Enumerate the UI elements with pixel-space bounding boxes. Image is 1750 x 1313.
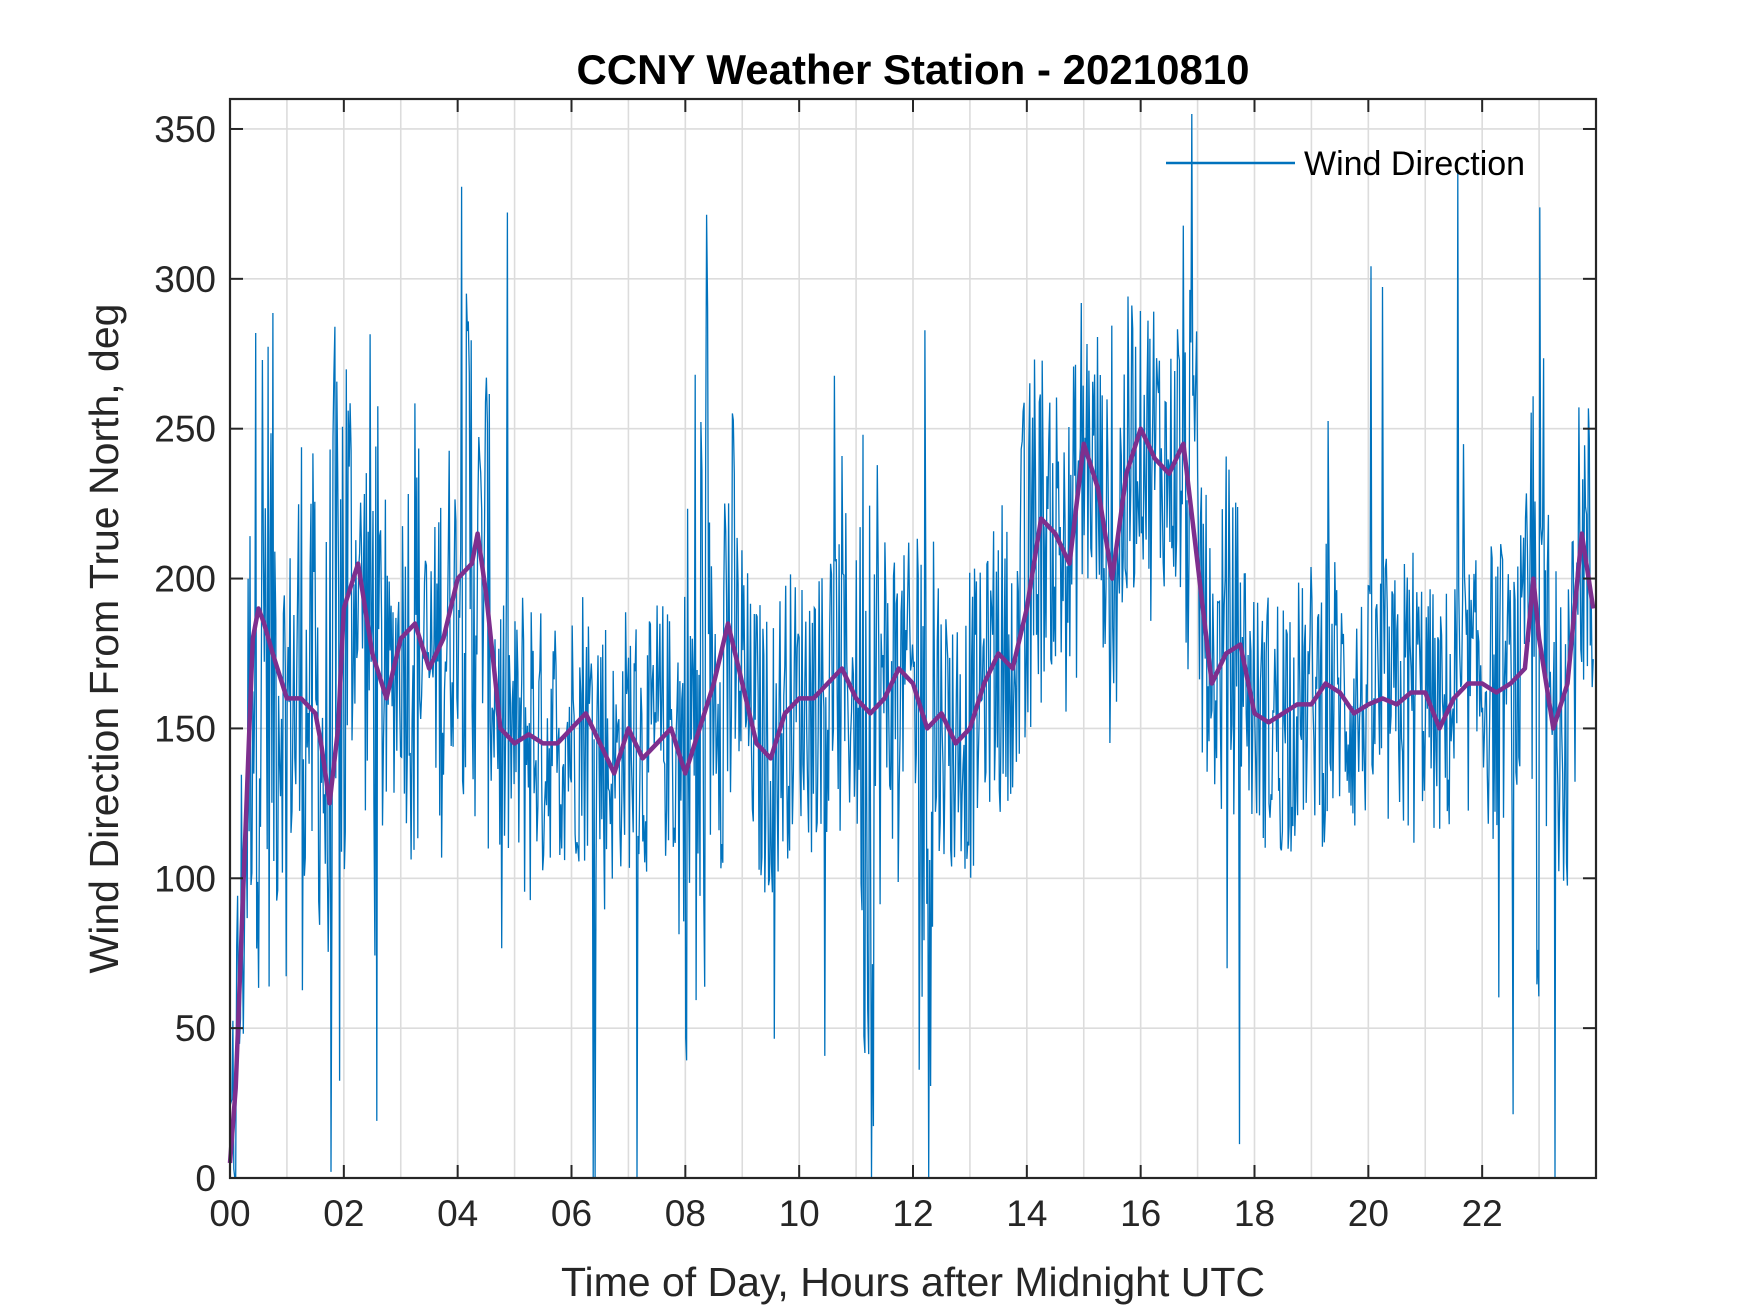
x-tick-label-18: 18 [1234,1193,1275,1234]
x-tick-labels: 00 02 04 06 08 10 12 14 16 18 20 22 [209,1193,1502,1234]
wind-direction-line [229,113,1594,1179]
tick-marks [229,99,1596,1179]
x-tick-label-06: 06 [551,1193,592,1234]
y-tick-label-200: 200 [154,559,216,600]
x-tick-label-22: 22 [1462,1193,1503,1234]
y-tick-labels: 0 50 100 150 200 250 300 350 [154,109,216,1199]
chart-title: CCNY Weather Station - 20210810 [576,46,1249,93]
x-tick-label-16: 16 [1120,1193,1161,1234]
y-tick-label-250: 250 [154,409,216,450]
x-tick-label-04: 04 [437,1193,478,1234]
x-tick-label-00: 00 [209,1193,250,1234]
y-tick-label-50: 50 [175,1008,216,1049]
legend-entry-wind-direction: Wind Direction [1304,145,1525,183]
x-tick-label-12: 12 [892,1193,933,1234]
y-tick-label-300: 300 [154,259,216,300]
x-tick-label-10: 10 [779,1193,820,1234]
series-wind-direction [229,113,1594,1179]
y-tick-label-0: 0 [195,1158,216,1199]
y-tick-label-350: 350 [154,109,216,150]
y-axis-label: Wind Direction From True North, deg [81,304,127,974]
series-smoothed-trend [227,426,1596,1164]
x-tick-label-20: 20 [1348,1193,1389,1234]
y-tick-label-150: 150 [154,708,216,749]
x-tick-label-14: 14 [1006,1193,1047,1234]
legend: Wind Direction [1166,145,1525,183]
x-tick-label-08: 08 [665,1193,706,1234]
x-tick-label-02: 02 [323,1193,364,1234]
y-tick-label-100: 100 [154,858,216,899]
smoothed-trend-line [227,426,1596,1164]
x-axis-label: Time of Day, Hours after Midnight UTC [561,1259,1265,1305]
